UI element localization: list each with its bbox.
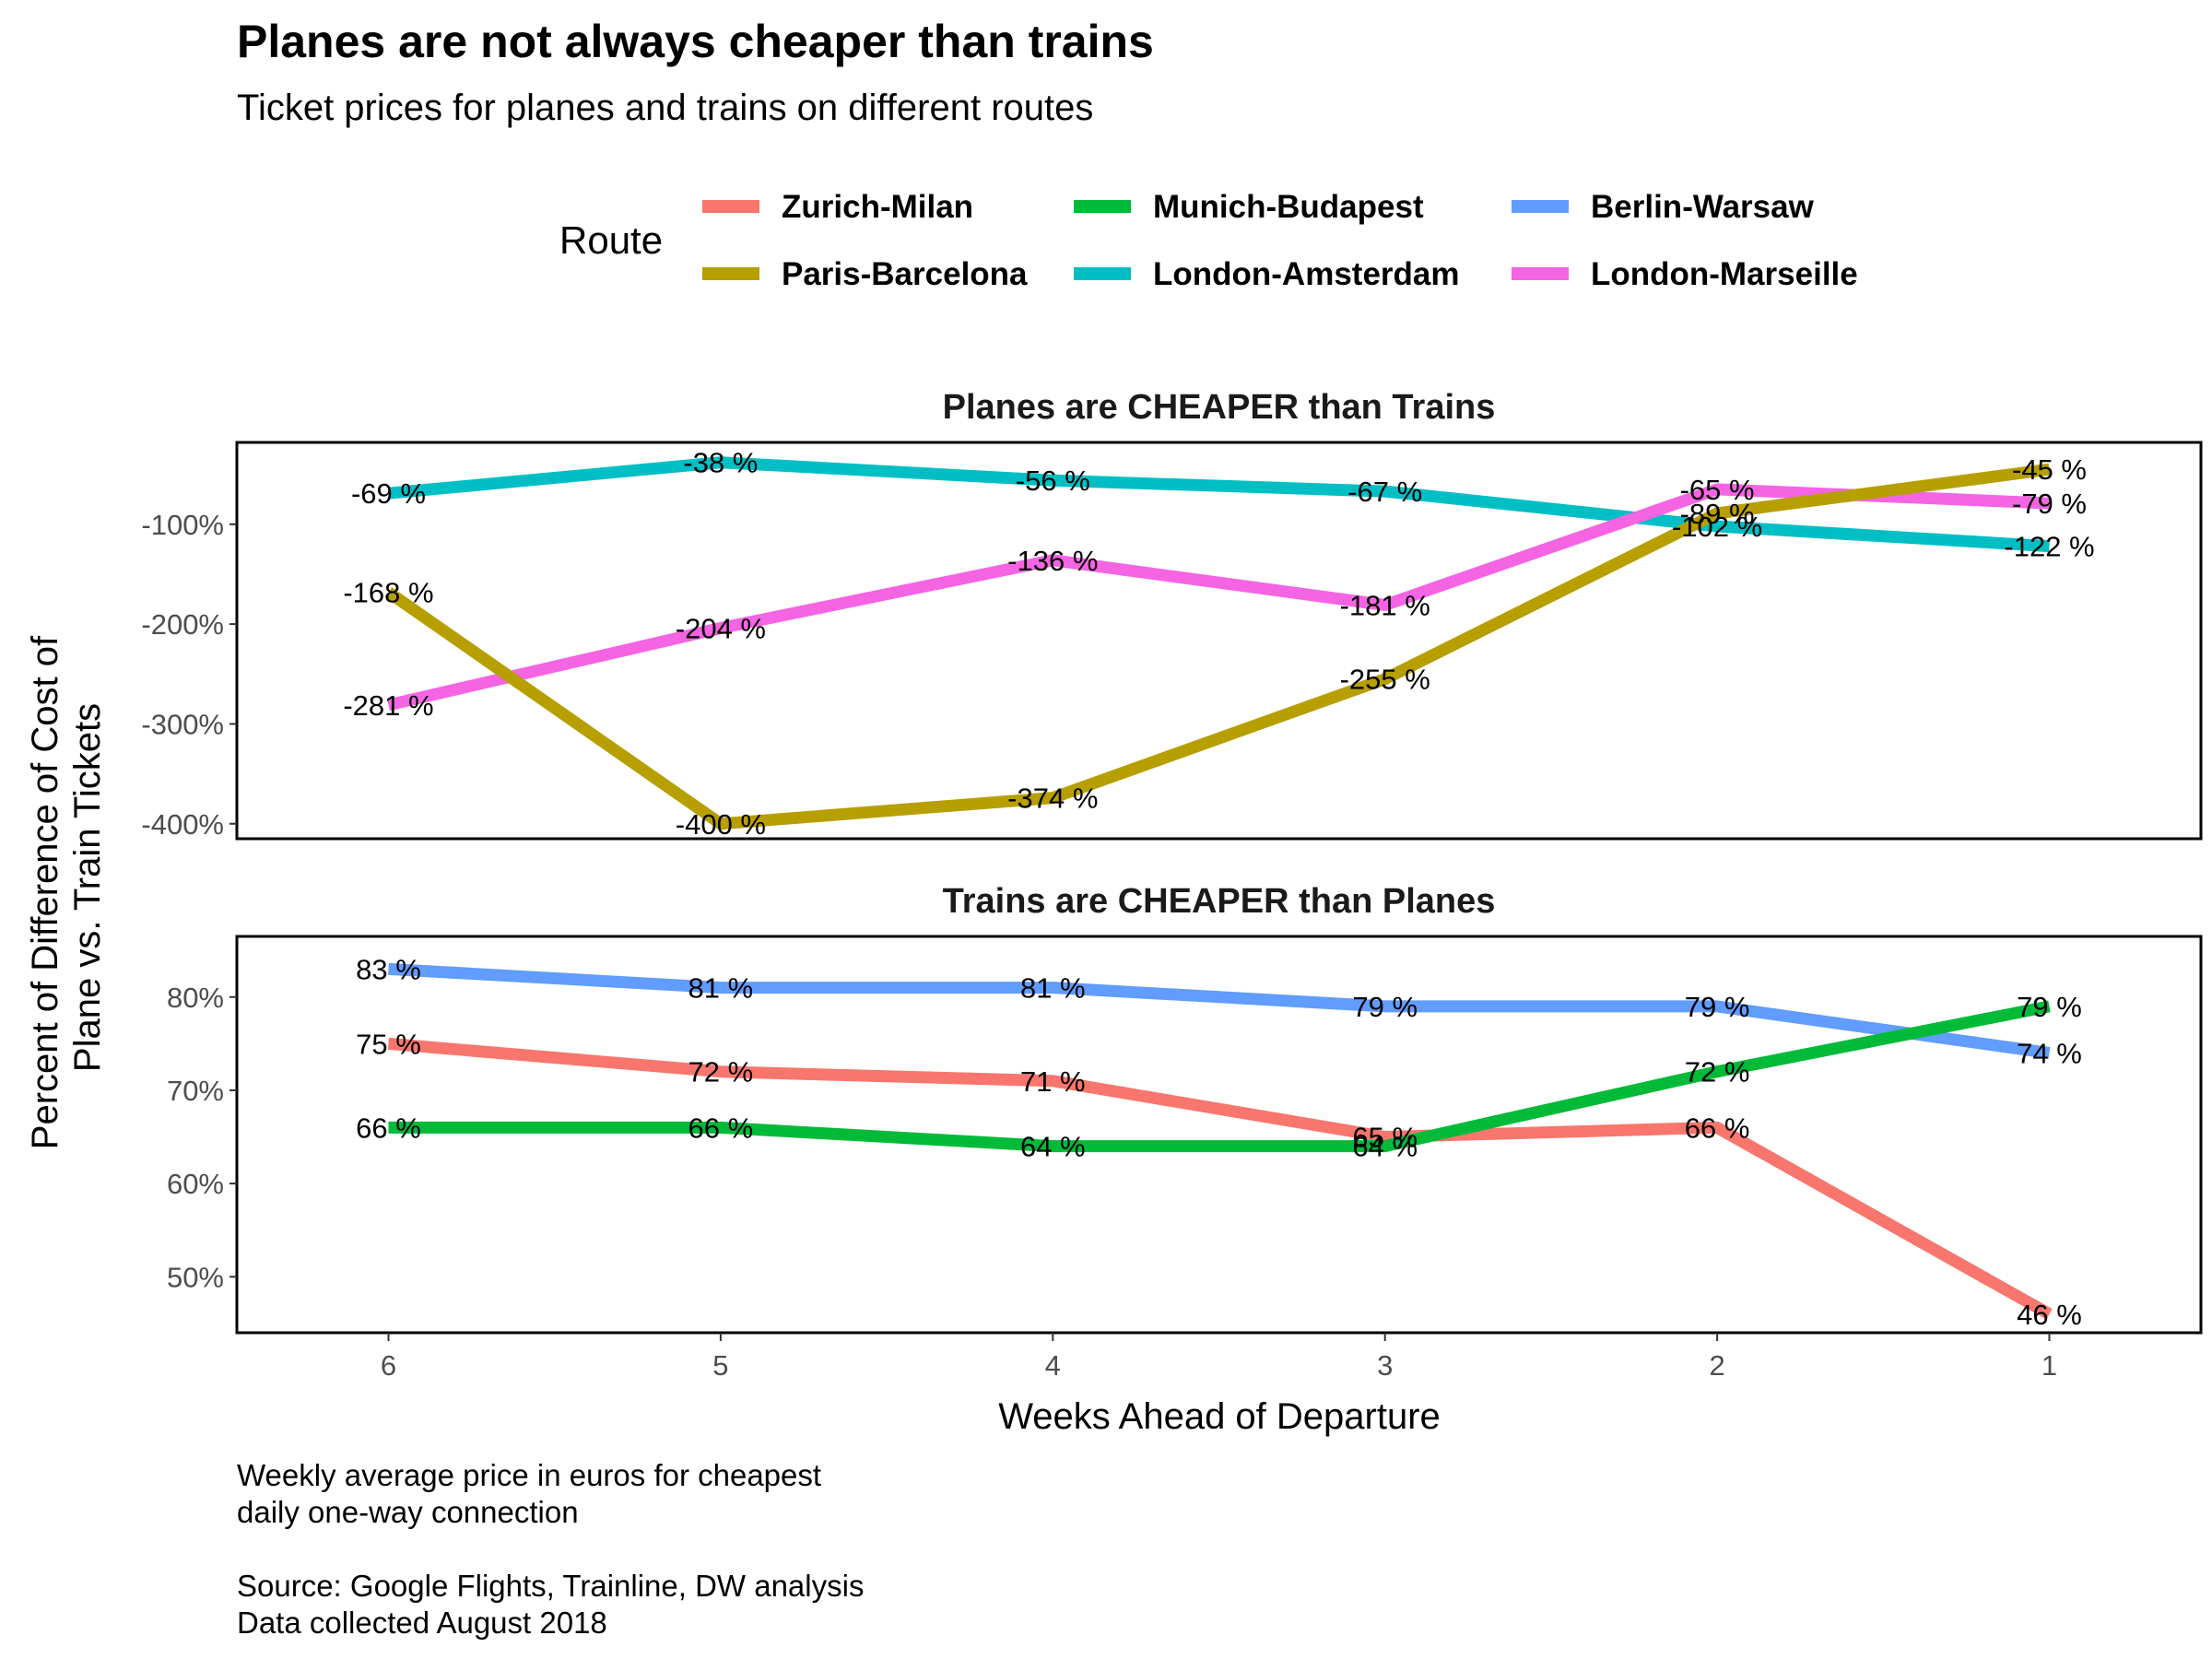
data-label-paris-barcelona-4: -374 % [1007, 782, 1098, 815]
data-label-paris-barcelona-3: -255 % [1340, 664, 1430, 696]
data-label-paris-barcelona-2: -89 % [1680, 498, 1755, 530]
x-tick-label-6: 6 [381, 1349, 396, 1382]
data-label-london-marseille-5: -204 % [676, 612, 766, 644]
data-label-london-marseille-2: -65 % [1680, 474, 1755, 506]
data-label-berlin-warsaw-1: 74 % [2017, 1037, 2082, 1069]
y-tick-label-1-0: 80% [167, 982, 224, 1014]
y-tick-label-0-0: -100% [141, 509, 224, 541]
caption-line-2: daily one-way connection [237, 1495, 579, 1529]
series-line-berlin-warsaw [388, 962, 2051, 1059]
y-tick-label-0-1: -200% [141, 608, 224, 641]
x-tick-label-4: 4 [1045, 1349, 1061, 1382]
facet-planes-cheaper: Planes are CHEAPER than Trains -100% -200… [141, 388, 2203, 841]
legend-title: Route [559, 218, 663, 262]
x-tick-label-2: 2 [1709, 1349, 1724, 1382]
x-tick-label-3: 3 [1377, 1349, 1393, 1382]
data-label-munich-budapest-2: 72 % [1685, 1056, 1750, 1088]
series-line-paris-barcelona [384, 463, 2051, 830]
data-label-berlin-warsaw-3: 79 % [1352, 991, 1418, 1023]
data-label-zurich-milan-3: 65 % [1352, 1122, 1418, 1154]
data-label-london-marseille-3: -181 % [1340, 590, 1430, 622]
data-label-munich-budapest-4: 64 % [1020, 1131, 1086, 1163]
caption-collected: Data collected August 2018 [237, 1606, 607, 1640]
data-label-munich-budapest-3: 64 % [1352, 1131, 1418, 1163]
caption: Weekly average price in euros for cheape… [237, 1458, 864, 1640]
data-label-london-marseille-6: -281 % [343, 689, 433, 722]
chart-subtitle: Ticket prices for planes and trains on d… [237, 88, 1093, 128]
x-axis: 6 5 4 3 2 1 [381, 1333, 2057, 1382]
legend-label-berlin-warsaw: Berlin-Warsaw [1591, 189, 1815, 225]
series-line-munich-budapest [388, 1000, 2051, 1153]
data-label-zurich-milan-5: 72 % [688, 1056, 754, 1088]
y-tick-label-0-2: -300% [141, 708, 224, 740]
legend-label-zurich-milan: Zurich-Milan [782, 189, 973, 225]
y-axis-title-line-1: Percent of Difference of Cost of [25, 635, 65, 1149]
data-label-paris-barcelona-1: -45 % [2012, 453, 2087, 486]
data-label-zurich-milan-2: 66 % [1685, 1112, 1750, 1144]
x-tick-label-5: 5 [712, 1349, 728, 1382]
series-line-london-marseille [387, 483, 2050, 712]
data-label-munich-budapest-5: 66 % [688, 1112, 754, 1144]
data-label-london-amsterdam-3: -67 % [1347, 476, 1422, 508]
data-label-berlin-warsaw-2: 79 % [1685, 991, 1750, 1023]
x-tick-label-1: 1 [2041, 1349, 2057, 1382]
data-label-london-amsterdam-6: -69 % [351, 477, 426, 510]
data-label-london-amsterdam-1: -122 % [2004, 531, 2094, 563]
data-label-munich-budapest-6: 66 % [356, 1112, 421, 1144]
facet-title-trains-cheaper: Trains are CHEAPER than Planes [943, 882, 1496, 921]
facet-title-planes-cheaper: Planes are CHEAPER than Trains [943, 388, 1496, 427]
data-label-london-amsterdam-4: -56 % [1016, 465, 1090, 497]
chart-title: Planes are not always cheaper than train… [237, 16, 1154, 67]
panel-border-1 [235, 935, 2203, 1335]
data-label-zurich-milan-4: 71 % [1020, 1065, 1086, 1098]
data-label-london-amsterdam-5: -38 % [683, 447, 758, 479]
data-label-zurich-milan-6: 75 % [356, 1028, 421, 1060]
data-label-zurich-milan-1: 46 % [2017, 1299, 2082, 1331]
y-tick-label-0-3: -400% [141, 808, 224, 841]
series-line-london-amsterdam [387, 456, 2050, 553]
caption-line-1: Weekly average price in euros for cheape… [237, 1458, 821, 1492]
facet-trains-cheaper: Trains are CHEAPER than Planes 80% 70% 60%… [167, 882, 2203, 1335]
y-tick-label-1-2: 60% [167, 1168, 224, 1200]
y-axis-title-line-2: Plane vs. Train Tickets [67, 703, 108, 1072]
panel-border-0 [235, 441, 2203, 841]
caption-source: Source: Google Flights, Trainline, DW an… [237, 1569, 864, 1603]
data-label-berlin-warsaw-5: 81 % [688, 972, 754, 1005]
legend-label-london-marseille: London-Marseille [1591, 256, 1858, 292]
data-label-london-amsterdam-2: -102 % [1672, 511, 1762, 543]
legend-label-london-amsterdam: London-Amsterdam [1153, 256, 1460, 292]
series-line-zurich-milan [387, 1037, 2053, 1320]
x-axis-title: Weeks Ahead of Departure [998, 1396, 1441, 1437]
data-label-london-marseille-4: -136 % [1007, 545, 1098, 577]
data-label-berlin-warsaw-4: 81 % [1020, 972, 1086, 1005]
legend-items: Zurich-Milan Munich-Budapest Berlin-Warsaw… [702, 189, 1858, 292]
legend-label-paris-barcelona: Paris-Barcelona [782, 256, 1028, 292]
data-label-munich-budapest-1: 79 % [2017, 991, 2082, 1023]
y-tick-label-1-1: 70% [167, 1075, 224, 1107]
y-tick-label-1-3: 50% [167, 1261, 224, 1293]
legend: Route Zurich-Milan Munich-Budapest Berlin-… [559, 189, 1858, 292]
data-label-london-marseille-1: -79 % [2012, 488, 2087, 520]
data-label-paris-barcelona-6: -168 % [343, 576, 433, 608]
data-label-berlin-warsaw-6: 83 % [356, 953, 421, 985]
data-label-paris-barcelona-5: -400 % [676, 808, 766, 841]
legend-label-munich-budapest: Munich-Budapest [1153, 189, 1424, 225]
y-axis-title: Percent of Difference of Cost of Plane v… [25, 626, 108, 1149]
